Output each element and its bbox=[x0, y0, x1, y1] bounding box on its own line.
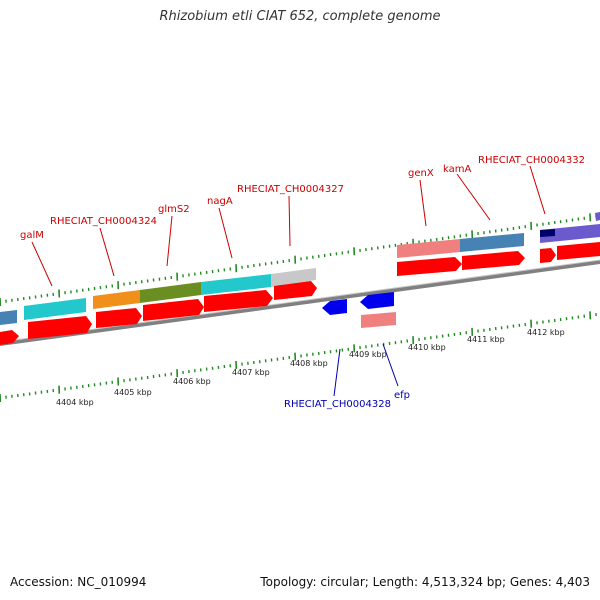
gene-arrow-forward bbox=[204, 290, 273, 312]
gene-label-kamA[interactable]: kamA bbox=[443, 164, 471, 175]
gene-arrow-forward bbox=[462, 251, 525, 270]
gene-label-efp[interactable]: efp bbox=[394, 390, 410, 401]
gene-arrow-reverse bbox=[322, 299, 347, 315]
gene-label-genX[interactable]: genX bbox=[408, 168, 434, 179]
gene-label-galM[interactable]: galM bbox=[20, 230, 44, 241]
gene-blocks bbox=[0, 212, 600, 328]
gene-arrow-forward bbox=[540, 248, 556, 263]
gene-block-salmon bbox=[397, 239, 460, 258]
gene-arrow-forward bbox=[397, 257, 462, 276]
gene-label-rheciat-ch0004327[interactable]: RHECIAT_CH0004327 bbox=[237, 184, 344, 195]
gene-label-rheciat-ch0004332[interactable]: RHECIAT_CH0004332 bbox=[478, 155, 585, 166]
gene-block-olive bbox=[140, 282, 201, 303]
kbp-label: 4409 kbp bbox=[349, 350, 387, 359]
kbp-label: 4405 kbp bbox=[114, 388, 152, 397]
gene-arrow-forward bbox=[557, 242, 600, 260]
gene-label-glmS2[interactable]: glmS2 bbox=[158, 204, 190, 215]
reverse-genes bbox=[322, 292, 394, 315]
map-title: Rhizobium etli CIAT 652, complete genome bbox=[159, 9, 441, 24]
gene-label-rheciat-ch0004324[interactable]: RHECIAT_CH0004324 bbox=[50, 216, 157, 227]
gene-arrow-forward bbox=[0, 330, 19, 345]
forward-genes bbox=[0, 242, 600, 345]
gene-block-violet-edge bbox=[595, 212, 600, 221]
gene-block-steel bbox=[0, 310, 17, 325]
kbp-label: 4410 kbp bbox=[408, 343, 446, 352]
gene-block-grey bbox=[271, 268, 316, 287]
genome-backbone bbox=[0, 260, 600, 346]
kbp-label: 4408 kbp bbox=[290, 359, 328, 368]
kbp-label: 4412 kbp bbox=[527, 328, 565, 337]
gene-arrow-forward bbox=[96, 308, 142, 328]
gene-arrow-forward bbox=[274, 281, 317, 300]
kbp-label: 4407 kbp bbox=[232, 368, 270, 377]
gene-arrow-reverse bbox=[360, 292, 394, 309]
gene-label-rheciat-ch0004328[interactable]: RHECIAT_CH0004328 bbox=[284, 399, 391, 410]
gene-block-salmon-lower bbox=[361, 312, 396, 328]
gene-arrow-forward bbox=[28, 316, 92, 339]
upper-leader-lines bbox=[31, 165, 546, 287]
gene-arrow-forward bbox=[143, 299, 204, 321]
lower-tick-row bbox=[0, 311, 597, 403]
kbp-label: 4406 kbp bbox=[173, 377, 211, 386]
lower-leader-lines bbox=[333, 343, 399, 397]
topology-text: Topology: circular; Length: 4,513,324 bp… bbox=[260, 575, 590, 589]
gene-block-cyan bbox=[201, 274, 271, 295]
gene-label-nagA[interactable]: nagA bbox=[207, 196, 233, 207]
kbp-label: 4411 kbp bbox=[467, 335, 505, 344]
gene-block-steel bbox=[460, 233, 524, 252]
gene-block-violet bbox=[540, 224, 600, 243]
gene-block-orange bbox=[93, 290, 140, 309]
genome-backbone-highlight bbox=[0, 259, 600, 343]
gene-block-navy bbox=[540, 229, 555, 237]
accession-text: Accession: NC_010994 bbox=[10, 575, 147, 589]
kbp-label: 4404 kbp bbox=[56, 398, 94, 407]
gene-block-cyan bbox=[24, 298, 86, 320]
